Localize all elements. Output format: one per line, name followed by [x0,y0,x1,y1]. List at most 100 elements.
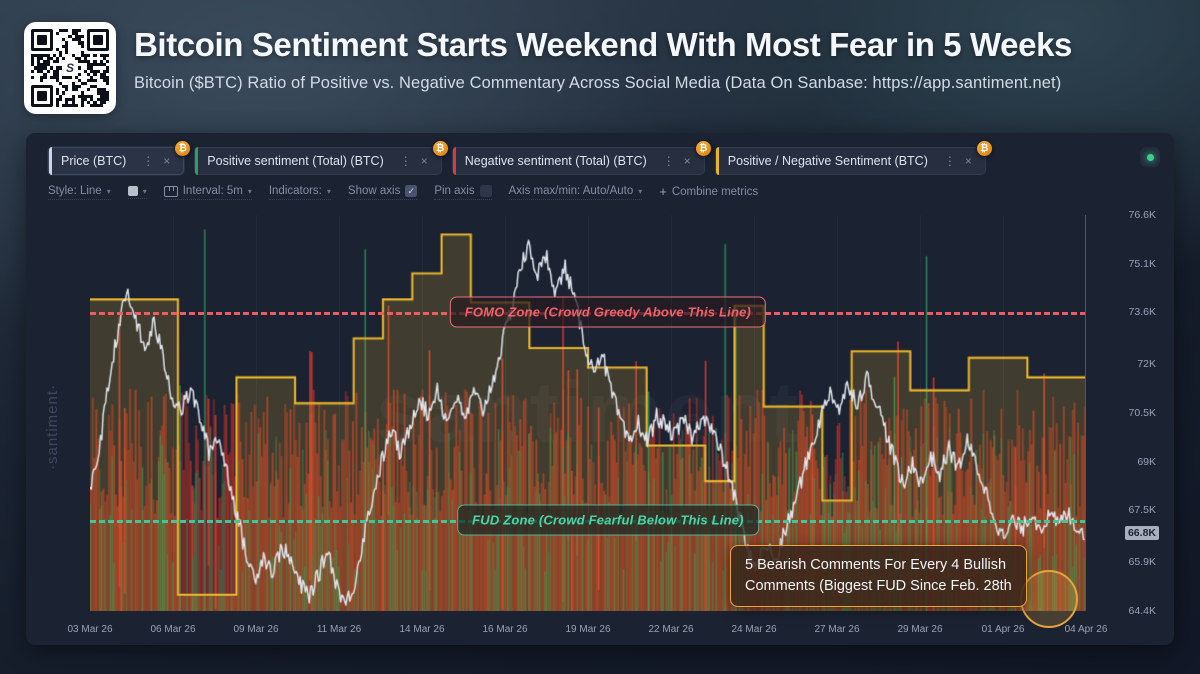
style-label: Style: Line [48,185,102,197]
qr-module [65,100,69,104]
qr-module [31,57,35,61]
qr-module [31,60,35,64]
qr-module [90,94,94,98]
interval-dropdown[interactable]: Interval: 5m ▾ [163,185,252,200]
qr-module [62,85,66,89]
tab-close-icon[interactable]: × [420,154,428,168]
qr-module [99,63,103,67]
metric-tab-1[interactable]: Positive sentiment (Total) (BTC) ⋮ × ₿ [194,140,449,175]
qr-module [87,60,91,64]
latest-value-highlight-circle [1020,570,1078,628]
qr-module [62,91,66,95]
combine-metrics-button[interactable]: + Combine metrics [659,185,758,200]
metric-tab-0[interactable]: Price (BTC) ⋮ × ₿ [48,140,192,175]
metric-tab-3[interactable]: Positive / Negative Sentiment (BTC) ⋮ × … [714,140,993,175]
y-tick-label: 73.6K [1128,306,1156,319]
qr-module [99,94,103,98]
qr-module [59,50,63,54]
qr-module [80,35,85,39]
qr-module [59,29,63,33]
qr-module [80,91,85,95]
metric-tab-2[interactable]: Negative sentiment (Total) (BTC) ⋮ × ₿ [451,140,712,175]
chevron-down-icon: ▾ [326,186,331,196]
qr-finder-pattern [31,85,53,107]
current-price-label: 66.8K [1124,526,1159,541]
axis-minmax-dropdown[interactable]: Axis max/min: Auto/Auto ▾ [508,185,643,200]
x-tick-label: 19 Mar 26 [565,624,611,635]
qr-module [37,60,41,64]
pin-axis-toggle[interactable]: Pin axis [434,185,492,200]
qr-module [77,85,81,89]
qr-module [102,88,106,92]
qr-module [90,97,94,101]
tab-menu-icon[interactable]: ⋮ [662,154,675,168]
tab-close-icon[interactable]: × [964,154,972,168]
qr-module [46,57,50,61]
qr-module [87,100,91,104]
qr-module [74,103,78,107]
bitcoin-badge-icon: ₿ [694,140,712,157]
live-status-indicator[interactable] [1140,147,1160,167]
color-dropdown[interactable]: ▾ [127,186,147,199]
tab-menu-icon[interactable]: ⋮ [142,154,155,168]
chevron-down-icon: ▾ [106,186,111,196]
tab-close-icon[interactable]: × [683,154,691,168]
qr-module [105,82,109,86]
qr-module [80,103,85,107]
qr-module [62,29,66,33]
qr-module [40,63,44,67]
qr-module [68,103,72,107]
qr-module [80,50,85,54]
tab-close-icon[interactable]: × [163,154,171,168]
indicators-dropdown[interactable]: Indicators: ▾ [268,185,331,200]
qr-module [90,66,94,70]
qr-module [71,97,75,101]
x-tick-label: 24 Mar 26 [731,624,777,635]
qr-module [84,69,88,73]
y-tick-label: 67.5K [1128,504,1156,517]
qr-module [77,35,81,39]
qr-module [74,75,78,79]
metric-color-bar [195,147,199,175]
qr-module [99,72,103,76]
qr-module [102,63,106,67]
qr-module [40,78,44,83]
qr-module [62,75,66,79]
style-dropdown[interactable]: Style: Line ▾ [48,185,111,200]
qr-module [40,66,44,70]
qr-module [90,63,94,67]
qr-module [102,72,106,76]
plot-area[interactable]: ·santiment· santiment FOMO Zone (Crowd G… [26,209,1174,645]
checkbox-unchecked-icon[interactable] [479,185,492,197]
tab-menu-icon[interactable]: ⋮ [943,154,956,168]
qr-module [93,85,97,89]
x-tick-label: 16 Mar 26 [482,624,528,635]
qr-finder-pattern [87,29,109,51]
metric-tab-label: Positive sentiment (Total) (BTC) [207,154,384,168]
x-tick-label: 14 Mar 26 [399,624,445,635]
qr-module [65,85,69,89]
chart-panel: Price (BTC) ⋮ × ₿ Positive sentiment (To… [26,133,1174,645]
qr-module [55,97,60,101]
qr-module [55,100,60,104]
qr-module [105,97,109,101]
qr-module [52,75,56,79]
bitcoin-badge-icon: ₿ [431,140,449,157]
checkbox-checked-icon[interactable]: ✓ [405,185,418,197]
qr-module [55,57,60,61]
x-tick-label: 09 Mar 26 [233,624,279,635]
qr-module [71,29,75,33]
qr-module [77,78,81,83]
qr-module [71,38,75,42]
qr-module [65,103,69,107]
qr-module [55,69,60,73]
qr-module [84,57,88,61]
tab-menu-icon[interactable]: ⋮ [399,154,412,168]
qr-module [46,69,50,73]
qr-module [87,66,91,70]
qr-module [84,97,88,101]
show-axis-toggle[interactable]: Show axis ✓ [347,185,418,200]
qr-module [105,78,109,83]
qr-module [40,69,44,73]
qr-module [99,53,103,58]
